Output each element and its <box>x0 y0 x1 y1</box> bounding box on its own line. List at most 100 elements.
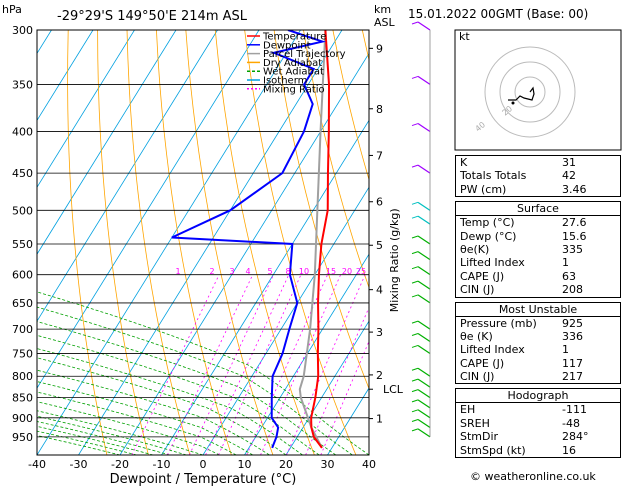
row-label: CAPE (J) <box>460 269 505 283</box>
axes: 3003504004505005506006507007508008509009… <box>2 3 404 486</box>
wind-barb-flag <box>411 21 419 25</box>
wind-barb-flag <box>411 280 419 284</box>
pressure-tick-label: 300 <box>12 24 33 37</box>
wind-barb-flag <box>411 201 419 205</box>
table-row: θe(K) 335 <box>456 243 620 256</box>
wind-barb <box>417 418 431 428</box>
legend-entry: Isotherm <box>263 76 307 87</box>
hodograph-trace <box>508 86 535 101</box>
row-value: 16 <box>562 443 576 457</box>
temperature-tick-label: -20 <box>111 458 129 471</box>
table-row: PW (cm) 3.46 <box>456 183 620 196</box>
table-row: StmDir 284° <box>456 430 620 443</box>
legend-entry: Wet Adiabat <box>263 67 324 78</box>
table-row: CIN (J) 217 <box>456 370 620 383</box>
row-label: Lifted Index <box>460 343 525 357</box>
pressure-tick-label: 400 <box>12 126 33 139</box>
dry-adiabat <box>156 30 232 455</box>
wind-barb-flag <box>411 399 419 403</box>
table-row: Lifted Index 1 <box>456 343 620 356</box>
mixing-ratio-label: 8 <box>285 267 290 276</box>
surface-box: Surface Temp (°C) 27.6 Dewp (°C) 15.6 θe(K) 33… <box>455 201 621 298</box>
km-tick-label: 8 <box>376 103 383 116</box>
wind-barb-flag <box>411 235 419 239</box>
isotherm-line <box>0 30 10 455</box>
dry-adiabat <box>97 30 149 455</box>
wet-adiabat <box>37 391 237 455</box>
isotherm-line <box>202 186 369 455</box>
km-tick-label: 6 <box>376 196 383 209</box>
table-row: EH -111 <box>456 403 620 416</box>
wind-barb <box>417 251 431 261</box>
mixing-ratio-label: 20 <box>342 267 352 276</box>
row-label: Dewp (°C) <box>460 229 517 243</box>
row-label: StmSpd (kt) <box>460 443 526 457</box>
pressure-tick-label: 850 <box>12 392 33 405</box>
isotherm-line <box>37 30 135 189</box>
legend-entry: Parcel Trajectory <box>263 49 346 60</box>
pressure-tick-label: 550 <box>12 238 33 251</box>
mixing-ratio-line <box>205 274 290 455</box>
wet-adiabat <box>37 369 270 455</box>
table-row: StmSpd (kt) 16 <box>456 444 620 457</box>
km-tick-label: 7 <box>376 149 383 162</box>
pressure-tick-label: 700 <box>12 323 33 336</box>
pressure-tick-label: 900 <box>12 412 33 425</box>
background-lines <box>0 30 369 455</box>
wind-barb-flag <box>411 428 419 432</box>
table-row: Pressure (mb) 925 <box>456 317 620 330</box>
temperature-tick-label: 30 <box>321 458 335 471</box>
temperature-tick-label: 20 <box>279 458 293 471</box>
parcel-trajectory <box>298 30 327 449</box>
pressure-tick-label: 500 <box>12 204 33 217</box>
wind-barb-flag <box>411 378 419 382</box>
isotherm-line <box>37 30 260 389</box>
hodograph: kt 20 40 <box>454 29 622 151</box>
row-label: CIN (J) <box>460 370 495 384</box>
row-label: θe (K) <box>460 329 493 343</box>
most-unstable-title: Most Unstable <box>456 303 620 317</box>
table-row: Lifted Index 1 <box>456 256 620 269</box>
asl-unit: ASL <box>374 16 396 29</box>
wind-barb-flag <box>411 266 419 270</box>
x-axis-label: Dewpoint / Temperature (°C) <box>110 472 297 486</box>
wind-barb <box>417 280 431 290</box>
row-label: EH <box>460 403 476 417</box>
wind-barb-flag <box>411 294 419 298</box>
isotherm-line <box>78 30 343 455</box>
isotherm-line <box>161 119 369 455</box>
km-tick-label: 9 <box>376 42 383 55</box>
row-label: Pressure (mb) <box>460 316 537 330</box>
wind-barb <box>417 399 431 409</box>
temperature-tick-label: -10 <box>153 458 171 471</box>
wind-barbs <box>411 21 431 438</box>
legend-entry: Mixing Ratio <box>263 84 325 95</box>
row-label: PW (cm) <box>460 182 507 196</box>
row-label: SREH <box>460 416 490 430</box>
table-row: SREH -48 <box>456 417 620 430</box>
table-row: CAPE (J) 63 <box>456 270 620 283</box>
wind-barb-flag <box>411 75 419 79</box>
mixing-ratio-line <box>189 274 274 455</box>
wind-barb <box>417 75 431 85</box>
row-value: 335 <box>562 242 583 256</box>
isotherm-line <box>37 30 94 122</box>
wind-barb <box>417 332 431 342</box>
km-unit: km <box>374 3 391 16</box>
mixing-ratio-label: 10 <box>299 267 309 276</box>
mixing-ratio-label: 5 <box>267 267 272 276</box>
wind-barb <box>417 235 431 245</box>
wind-barb-flag <box>411 215 419 219</box>
table-row: CAPE (J) 117 <box>456 357 620 370</box>
temperature-tick-label: 10 <box>238 458 252 471</box>
row-label: Totals Totals <box>460 169 527 183</box>
mixing-ratio-axis-label: Mixing Ratio (g/kg) <box>388 208 401 312</box>
isotherm-line <box>37 30 177 255</box>
row-value: 117 <box>562 356 583 370</box>
dry-adiabat <box>67 30 108 455</box>
isotherm-line <box>37 30 218 322</box>
isotherm-line <box>244 253 369 455</box>
table-row: K 31 <box>456 156 620 169</box>
wet-adiabat <box>37 357 287 455</box>
